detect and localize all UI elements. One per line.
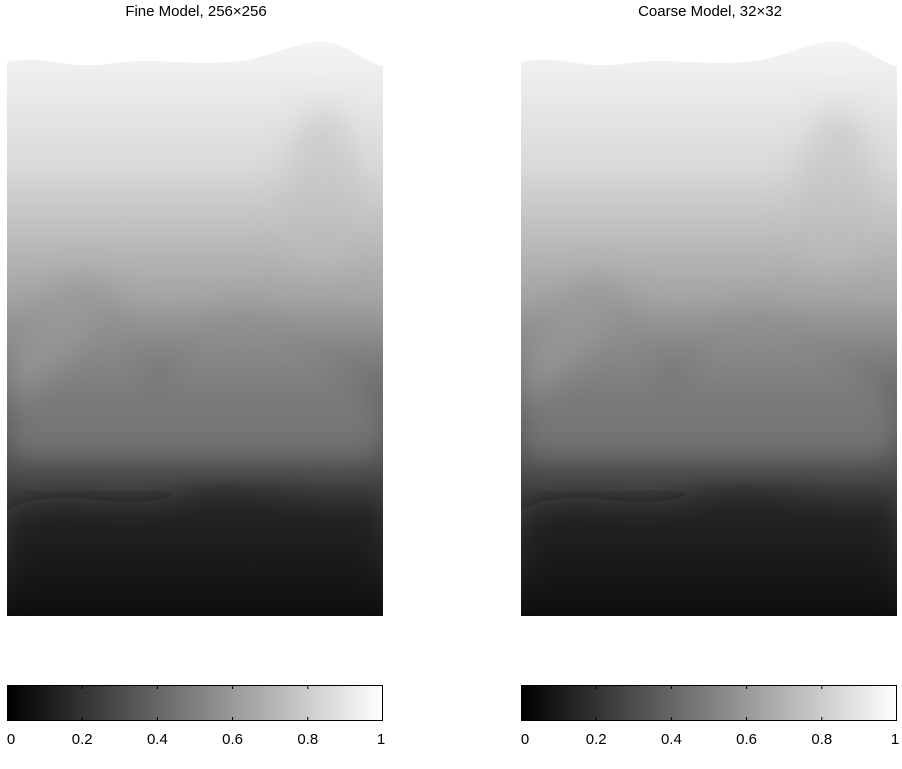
colorbar-tick-label: 0 <box>7 731 15 748</box>
coarse-model-panel: Coarse Model, 32×32 0 0.2 0.4 0.6 0.8 1 <box>521 0 899 769</box>
fine-model-field <box>7 40 383 616</box>
colorbar-tick-label: 0.8 <box>811 731 832 748</box>
colorbar-tick-label: 0.6 <box>222 731 243 748</box>
fine-model-title: Fine Model, 256×256 <box>7 3 385 20</box>
colorbar-tick-label: 1 <box>377 731 385 748</box>
colorbar-tick-label: 0.8 <box>297 731 318 748</box>
colorbar-tick-label: 0.4 <box>147 731 168 748</box>
colorbar-tick-label: 1 <box>891 731 899 748</box>
coarse-model-colorbar <box>521 685 897 721</box>
fine-model-panel: Fine Model, 256×256 0 0.2 0.4 0.6 0.8 1 <box>7 0 385 769</box>
colorbar-tick-label: 0.2 <box>586 731 607 748</box>
colorbar-tick-label: 0.2 <box>72 731 93 748</box>
colorbar-tick-label: 0 <box>521 731 529 748</box>
fine-model-colorbar <box>7 685 383 721</box>
colorbar-tick-label: 0.4 <box>661 731 682 748</box>
coarse-model-field <box>521 40 897 616</box>
colorbar-tick-label: 0.6 <box>736 731 757 748</box>
coarse-model-title: Coarse Model, 32×32 <box>521 3 899 20</box>
